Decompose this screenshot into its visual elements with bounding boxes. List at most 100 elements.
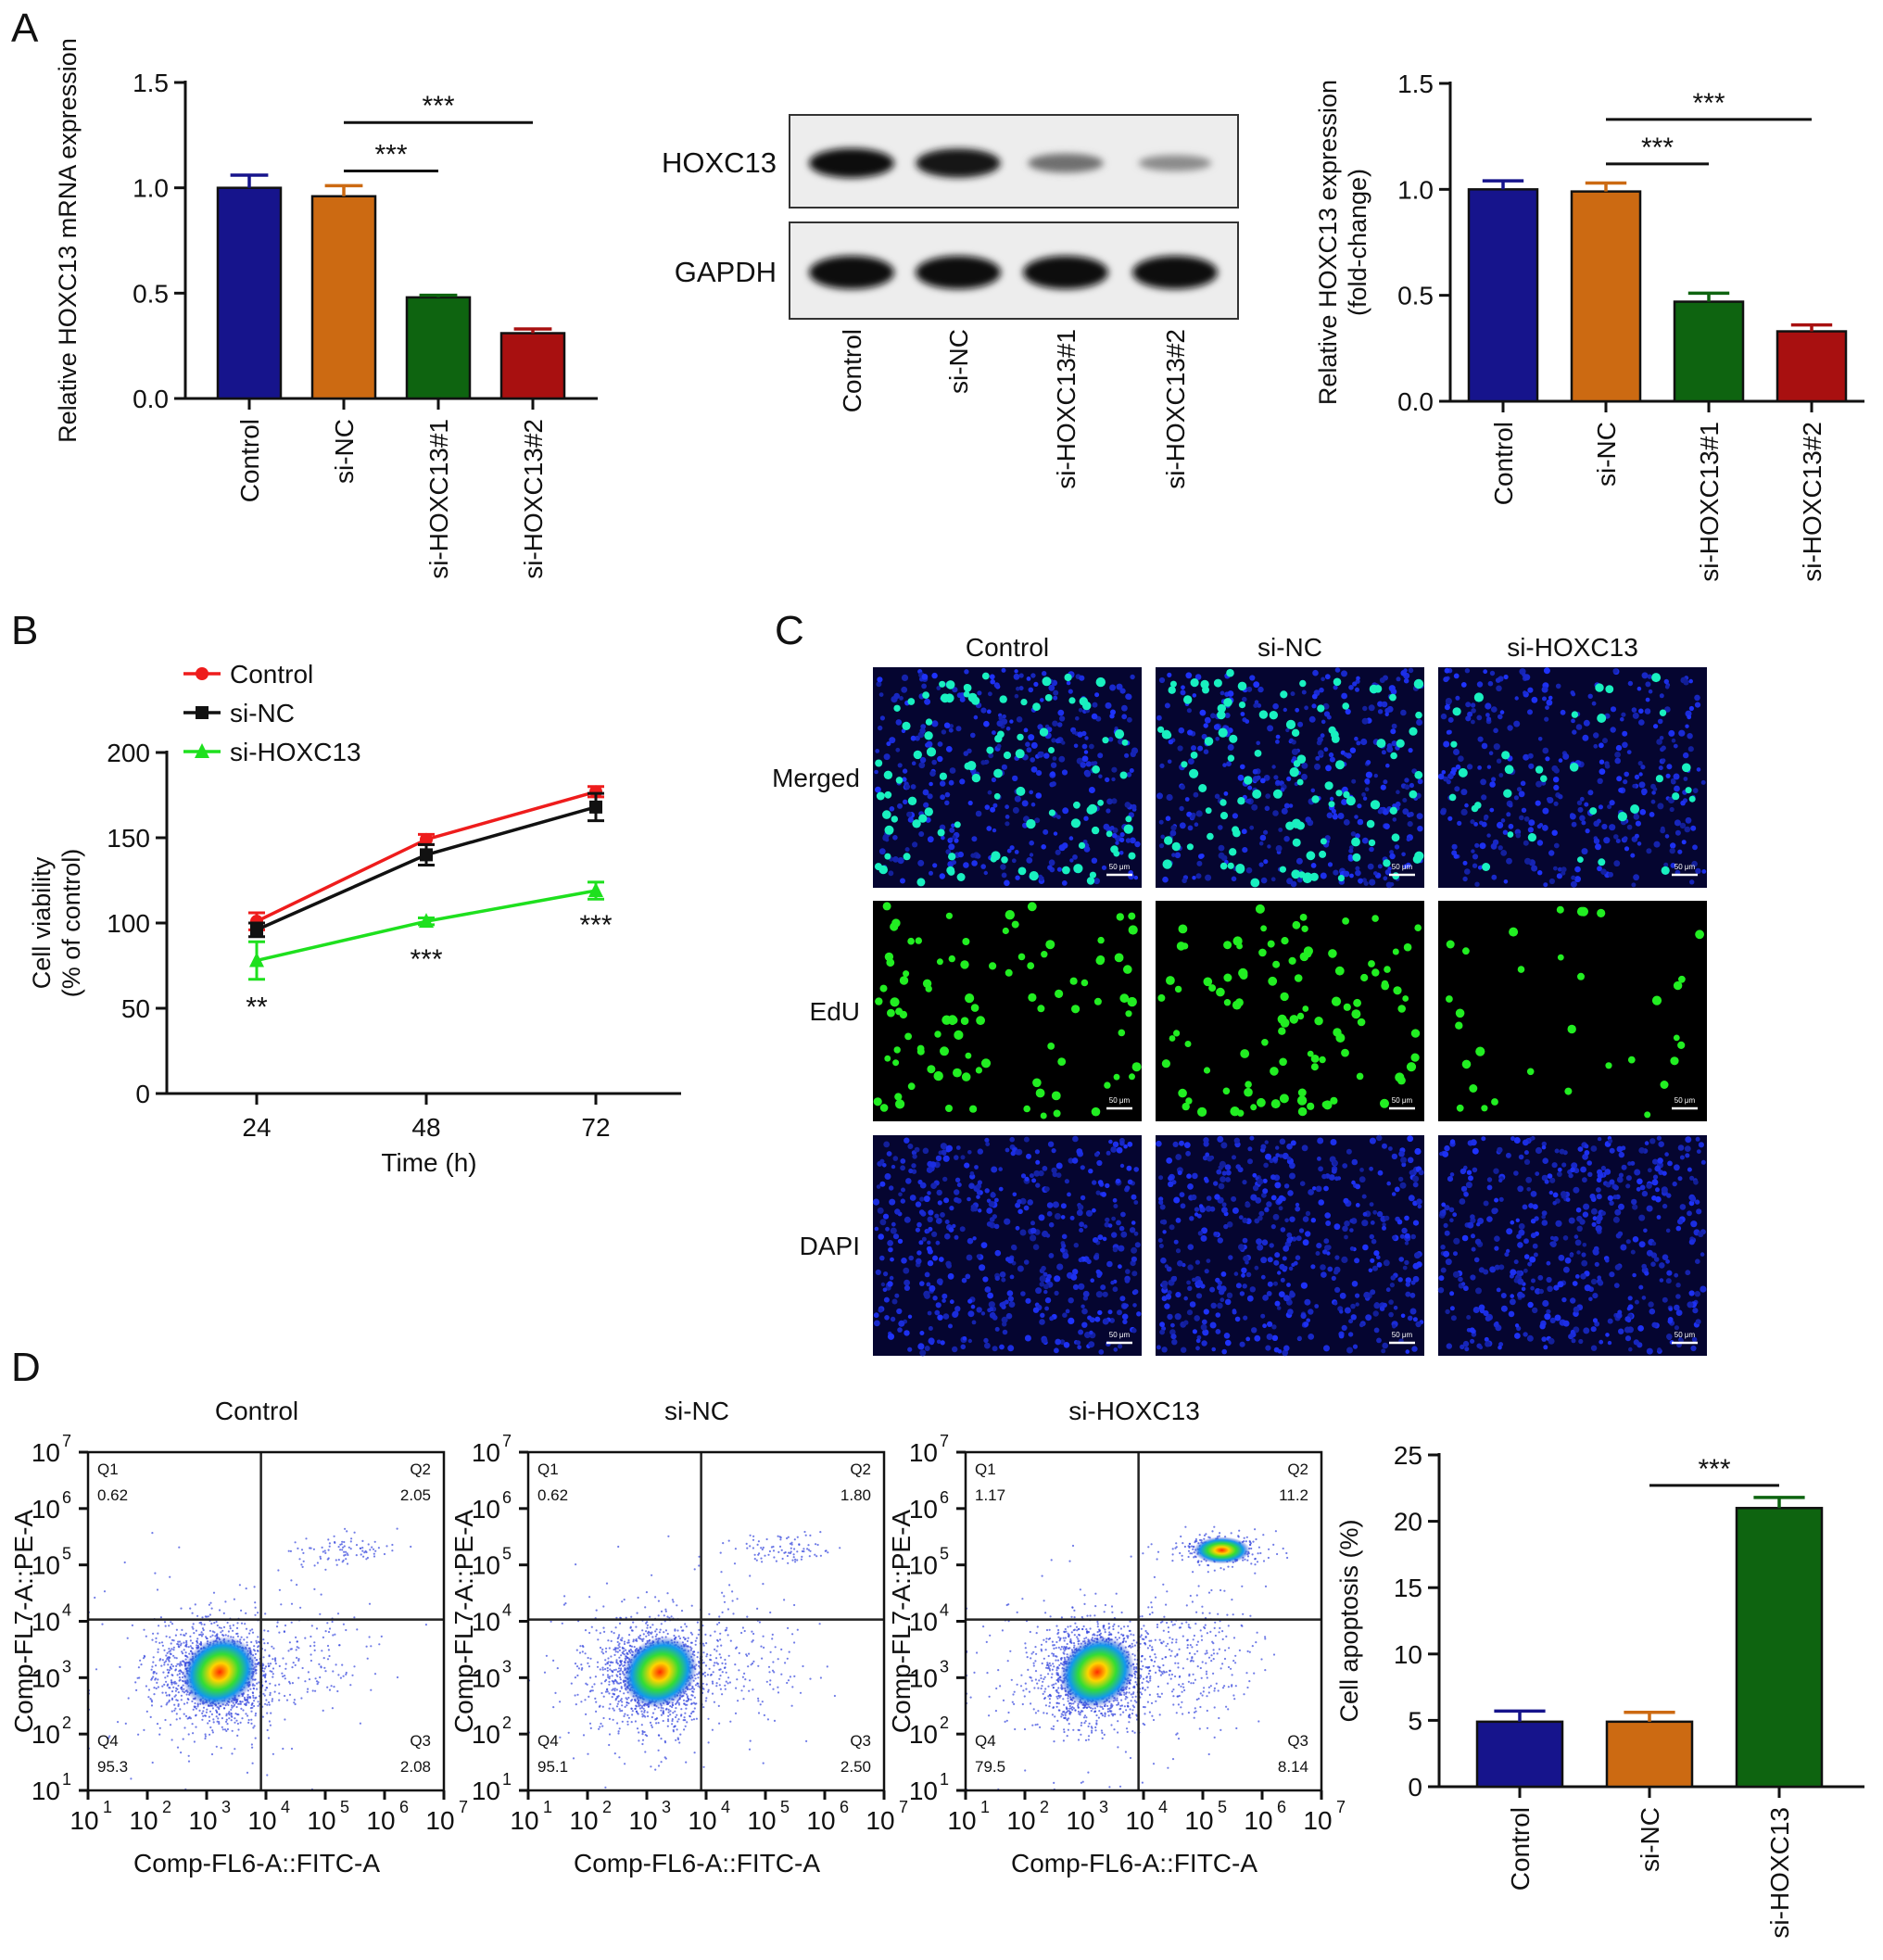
edu-cell bbox=[884, 790, 892, 799]
edu-cell bbox=[1299, 679, 1307, 688]
nucleus bbox=[901, 1258, 907, 1264]
event bbox=[175, 1657, 178, 1660]
event bbox=[165, 1680, 168, 1683]
nucleus bbox=[1224, 1298, 1232, 1306]
event bbox=[224, 1634, 227, 1637]
nucleus bbox=[1369, 1137, 1376, 1144]
event bbox=[278, 1631, 281, 1634]
nucleus bbox=[1343, 819, 1350, 826]
event bbox=[272, 1667, 275, 1670]
nucleus bbox=[1263, 775, 1270, 781]
nucleus bbox=[907, 816, 914, 823]
nucleus bbox=[1030, 673, 1036, 678]
event bbox=[250, 1710, 253, 1713]
nucleus bbox=[1584, 1284, 1591, 1292]
nucleus bbox=[1503, 674, 1509, 680]
nucleus bbox=[1061, 842, 1068, 849]
event bbox=[266, 1642, 270, 1645]
nucleus bbox=[1109, 1318, 1115, 1323]
edu-cell bbox=[1114, 953, 1124, 963]
nucleus bbox=[1005, 1257, 1011, 1262]
event bbox=[189, 1635, 192, 1638]
nucleus bbox=[1664, 1152, 1669, 1157]
nucleus bbox=[1356, 740, 1361, 746]
nucleus bbox=[1015, 1149, 1021, 1156]
event bbox=[169, 1656, 171, 1659]
nucleus bbox=[1167, 1313, 1173, 1321]
nucleus bbox=[1536, 840, 1544, 846]
nucleus bbox=[1048, 684, 1055, 691]
event bbox=[171, 1648, 173, 1650]
nucleus bbox=[1118, 1264, 1122, 1270]
nucleus bbox=[1262, 1295, 1269, 1301]
nucleus bbox=[1278, 828, 1283, 832]
nucleus bbox=[1341, 670, 1347, 677]
nucleus bbox=[1638, 772, 1643, 777]
significance-label: ** bbox=[246, 992, 268, 1022]
edu-cell bbox=[1279, 866, 1286, 873]
nucleus bbox=[1515, 1218, 1521, 1223]
edu-cell bbox=[976, 1016, 985, 1026]
y-tick-label: 100 bbox=[107, 909, 150, 938]
nucleus bbox=[1272, 1213, 1280, 1220]
edu-cell bbox=[1343, 790, 1350, 799]
nucleus bbox=[1632, 1204, 1638, 1210]
nucleus bbox=[1602, 738, 1608, 744]
edu-cell bbox=[1309, 872, 1319, 881]
nucleus bbox=[901, 686, 908, 693]
nucleus bbox=[1444, 704, 1450, 711]
event bbox=[262, 1638, 265, 1641]
nucleus bbox=[1290, 880, 1297, 888]
nucleus bbox=[1405, 1282, 1411, 1287]
nucleus bbox=[1361, 1220, 1369, 1227]
nucleus bbox=[987, 1292, 993, 1299]
event bbox=[171, 1674, 174, 1676]
nucleus bbox=[1447, 716, 1454, 723]
nucleus bbox=[1053, 689, 1059, 696]
edu-cell bbox=[1677, 1041, 1686, 1049]
nucleus bbox=[1267, 1257, 1273, 1263]
nucleus bbox=[877, 677, 883, 683]
edu-cell bbox=[1357, 1018, 1366, 1027]
nucleus bbox=[1412, 1175, 1420, 1182]
event bbox=[160, 1705, 163, 1708]
nucleus bbox=[1592, 1216, 1598, 1221]
nucleus bbox=[1657, 1157, 1663, 1164]
edu-cell bbox=[1048, 747, 1055, 753]
nucleus bbox=[1109, 684, 1117, 691]
nucleus bbox=[1508, 1310, 1515, 1318]
nucleus bbox=[1352, 681, 1358, 687]
nucleus bbox=[1455, 695, 1460, 701]
nucleus bbox=[1698, 1231, 1704, 1238]
nucleus bbox=[1500, 1293, 1507, 1298]
nucleus bbox=[908, 1255, 914, 1261]
nucleus bbox=[1666, 1193, 1672, 1198]
nucleus bbox=[1477, 765, 1482, 770]
edu-cell bbox=[1045, 940, 1055, 950]
nucleus bbox=[1574, 1274, 1580, 1279]
edu-cell bbox=[1346, 796, 1356, 806]
nucleus bbox=[1231, 1195, 1237, 1202]
nucleus bbox=[1115, 1178, 1121, 1184]
event bbox=[171, 1663, 173, 1666]
nucleus bbox=[1415, 1321, 1422, 1328]
nucleus bbox=[1073, 1243, 1080, 1248]
nucleus bbox=[1308, 715, 1316, 723]
nucleus bbox=[1523, 816, 1530, 822]
nucleus bbox=[1373, 1302, 1381, 1309]
nucleus bbox=[1591, 1221, 1597, 1227]
event bbox=[191, 1700, 194, 1702]
edu-cell bbox=[1164, 731, 1172, 740]
nucleus bbox=[1460, 1282, 1466, 1286]
nucleus bbox=[1674, 1272, 1679, 1278]
edu-cell bbox=[1605, 1062, 1612, 1069]
nucleus bbox=[1582, 1243, 1587, 1247]
nucleus bbox=[1205, 1152, 1210, 1157]
nucleus bbox=[1653, 1257, 1660, 1262]
event bbox=[171, 1698, 173, 1701]
nucleus bbox=[1124, 752, 1130, 758]
event bbox=[204, 1735, 207, 1738]
nucleus bbox=[998, 1186, 1004, 1192]
nucleus bbox=[1609, 1271, 1615, 1278]
